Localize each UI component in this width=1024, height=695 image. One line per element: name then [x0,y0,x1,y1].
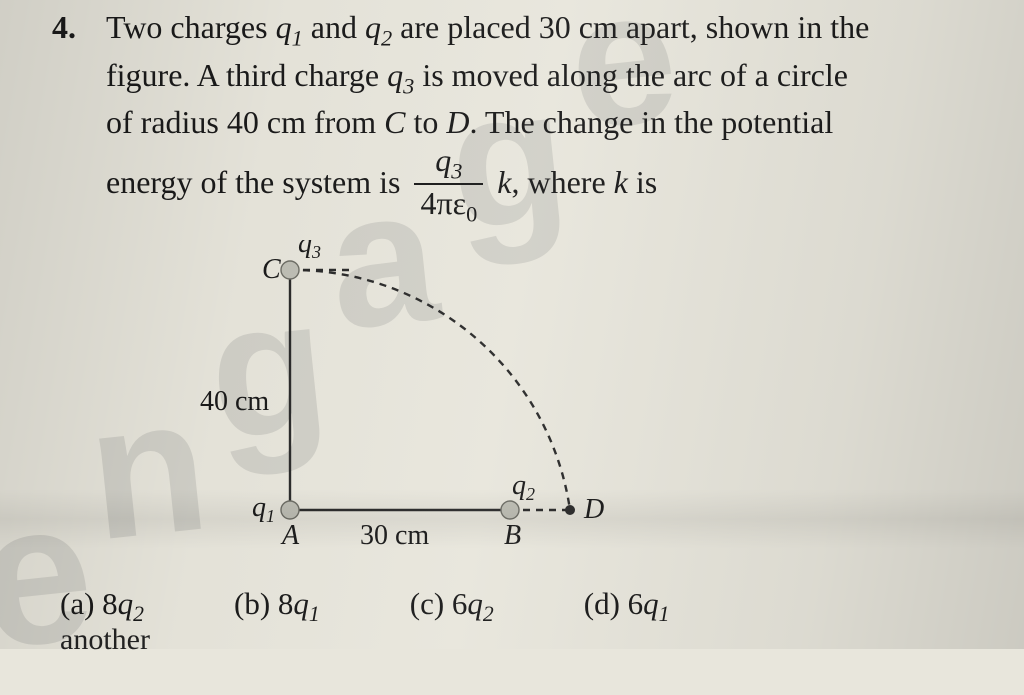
cutoff-text: another [60,623,150,657]
var-D: D [446,104,469,140]
question-block: 4. Two charges q1 and q2 are placed 30 c… [52,6,982,227]
diagram-svg: q3 C 40 cm q1A 30 cm q2 B D [170,240,670,570]
text: . The change in the potential [470,104,834,140]
svg-text:40 cm: 40 cm [200,386,269,417]
text: is moved along the arc of a circle [414,57,848,93]
svg-text:q1: q1 [252,492,275,526]
text: , where [511,164,613,200]
var-q3: q3 [387,57,414,93]
option-b: (b) 8q1 [234,586,320,627]
text: and [303,9,365,45]
question-text: Two charges q1 and q2 are placed 30 cm a… [106,6,982,227]
svg-text:C: C [262,254,281,285]
options-row: (a) 8q2 (b) 8q1 (c) 6q2 (d) 6q1 [60,586,990,627]
svg-text:D: D [583,494,604,525]
var-C: C [384,104,405,140]
option-d: (d) 6q1 [584,586,670,627]
svg-text:A: A [280,520,300,551]
option-a: (a) 8q2 [60,586,144,627]
svg-text:B: B [504,520,521,551]
svg-text:q3: q3 [298,240,321,262]
svg-text:30 cm: 30 cm [360,520,429,551]
watermark-e1: e [0,455,103,695]
text: of radius 40 cm from [106,104,384,140]
text: to [406,104,447,140]
var-q1: q1 [276,9,303,45]
text: is [628,164,657,200]
svg-text:q2: q2 [512,470,535,504]
text: Two charges [106,9,276,45]
text: energy of the system is [106,164,408,200]
diagram: q3 C 40 cm q1A 30 cm q2 B D [170,240,670,570]
text: figure. A third charge [106,57,387,93]
fraction: q3 4πε0 [414,144,483,227]
var-k2: k [614,164,628,200]
var-q2: q2 [365,9,392,45]
question-number: 4. [52,6,76,49]
text: are placed 30 cm apart, shown in the [392,9,869,45]
var-k: k [497,164,511,200]
option-c: (c) 6q2 [410,586,494,627]
